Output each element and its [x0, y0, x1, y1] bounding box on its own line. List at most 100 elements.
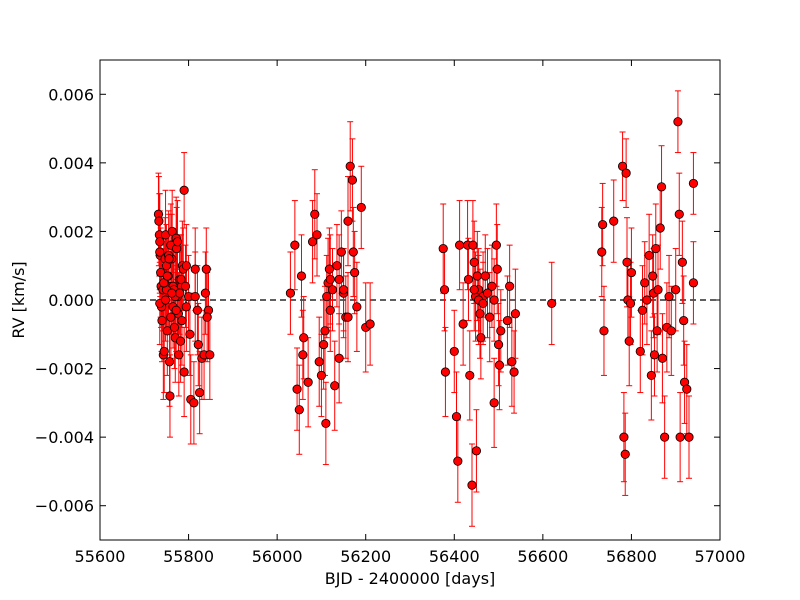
y-tick-label: −0.006 [35, 497, 94, 516]
data-point [440, 367, 451, 377]
data-point [465, 370, 475, 381]
data-point [189, 398, 199, 408]
data-point [165, 391, 175, 401]
data-point [507, 357, 517, 367]
data-point [620, 449, 630, 459]
data-point [657, 353, 668, 363]
data-point [200, 288, 210, 298]
data-point [310, 209, 320, 219]
data-point [637, 305, 648, 315]
data-point [202, 312, 212, 322]
data-point [347, 175, 358, 185]
x-axis-title: BJD - 2400000 [days] [325, 569, 496, 588]
data-point [468, 240, 478, 250]
data-point [169, 322, 179, 333]
data-point [489, 295, 499, 305]
data-point [176, 336, 186, 346]
data-point [298, 350, 308, 360]
data-point [635, 346, 645, 357]
data-point [155, 237, 165, 247]
data-point [510, 309, 521, 319]
x-tick-label: 55600 [75, 547, 126, 566]
data-point [463, 274, 474, 285]
data-point [684, 432, 694, 442]
x-tick-label: 57000 [695, 547, 746, 566]
data-point [190, 291, 200, 302]
data-point [458, 319, 468, 329]
data-point [671, 285, 681, 295]
data-point [674, 209, 684, 219]
data-point [160, 295, 171, 305]
data-point [325, 274, 335, 285]
data-point [625, 298, 636, 309]
data-point [677, 257, 687, 267]
data-point [469, 285, 479, 295]
data-point [192, 305, 203, 315]
data-point [175, 288, 185, 298]
data-point [157, 315, 167, 326]
data-point [324, 264, 334, 274]
data-point [294, 405, 304, 415]
data-point [162, 271, 172, 281]
data-point [599, 326, 609, 336]
data-point [664, 291, 674, 302]
data-point [438, 243, 448, 254]
data-point [185, 329, 195, 339]
data-point [471, 446, 482, 456]
x-tick-label: 55800 [163, 547, 214, 566]
data-point [649, 350, 660, 360]
data-point [345, 161, 355, 171]
x-tick-label: 56200 [340, 547, 391, 566]
data-point [642, 295, 652, 305]
ticks-group: 55600 55800 56000 56200 56400 56600 56800 57000… [35, 60, 746, 566]
data-point [480, 271, 490, 281]
data-point [609, 216, 619, 226]
data-point [482, 288, 493, 298]
x-tick-label: 56800 [606, 547, 657, 566]
data-point [619, 432, 629, 442]
data-point [547, 298, 557, 309]
data-point [164, 357, 175, 367]
data-point [296, 271, 307, 281]
data-point [365, 319, 375, 329]
data-point [350, 267, 360, 278]
data-point [180, 281, 191, 291]
data-point [478, 298, 488, 309]
data-point [644, 250, 654, 261]
data-point [290, 240, 300, 250]
data-point [475, 309, 485, 319]
data-points-group [153, 117, 699, 490]
data-point [320, 326, 330, 336]
data-point [673, 117, 683, 127]
data-point [201, 264, 211, 274]
data-point [179, 185, 189, 195]
data-point [476, 333, 486, 343]
data-point [675, 432, 685, 442]
data-point [181, 261, 191, 271]
data-point [496, 326, 506, 336]
data-point [621, 168, 631, 178]
x-tick-label: 56600 [517, 547, 568, 566]
data-point [343, 312, 353, 322]
data-point [336, 247, 346, 257]
data-point [453, 456, 463, 466]
data-point [688, 178, 699, 189]
data-point [679, 315, 689, 326]
data-point [177, 315, 187, 326]
data-point [652, 326, 662, 336]
data-point [356, 202, 366, 213]
data-point [489, 398, 499, 408]
data-point [171, 305, 181, 315]
data-point [312, 230, 322, 240]
data-point [624, 336, 634, 346]
data-point [167, 288, 177, 298]
data-point [651, 243, 661, 254]
data-point [467, 480, 477, 490]
x-tick-label: 56000 [252, 547, 303, 566]
data-point [155, 247, 165, 257]
data-point [181, 302, 191, 312]
data-point [640, 278, 650, 288]
data-point [653, 285, 663, 295]
data-point [492, 264, 502, 274]
